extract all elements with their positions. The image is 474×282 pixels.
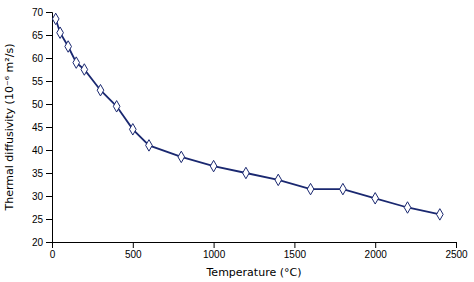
y-axis-tick: 20 xyxy=(32,237,52,248)
y-axis-tick-label: 50 xyxy=(32,99,44,110)
x-axis-tick-mark xyxy=(294,242,295,248)
x-axis-tick-label: 1500 xyxy=(284,249,307,260)
point xyxy=(275,174,282,185)
point xyxy=(129,124,136,135)
y-axis-tick-mark xyxy=(46,58,52,59)
point xyxy=(113,101,120,112)
y-axis-tick-label: 35 xyxy=(32,168,44,179)
point xyxy=(52,13,59,24)
y-axis-tick-label: 55 xyxy=(32,76,44,87)
point xyxy=(404,202,411,213)
x-axis-tick-mark xyxy=(456,242,457,248)
x-axis-tick: 1000 xyxy=(203,242,226,260)
y-axis-tick: 40 xyxy=(32,145,52,156)
y-axis-tick-label: 25 xyxy=(32,214,44,225)
x-axis-tick: 1500 xyxy=(284,242,307,260)
y-axis-tick-mark xyxy=(46,35,52,36)
y-axis-line xyxy=(46,13,53,243)
y-axis-tick: 45 xyxy=(32,122,52,133)
x-axis-title: Temperature (°C) xyxy=(206,266,302,279)
x-axis-line xyxy=(53,243,457,249)
point xyxy=(146,140,153,151)
y-axis-tick-mark xyxy=(46,81,52,82)
y-axis: 20 25 30 35 40 45 50 55 60 65 70 xyxy=(32,7,53,248)
point xyxy=(437,209,444,220)
x-axis-tick-label: 0 xyxy=(50,249,56,260)
y-axis-tick: 50 xyxy=(32,99,52,110)
y-axis-tick: 65 xyxy=(32,30,52,41)
y-axis-tick-label: 70 xyxy=(32,7,44,18)
point xyxy=(73,57,80,68)
point xyxy=(372,193,379,204)
x-axis-tick-label: 1000 xyxy=(203,249,226,260)
point xyxy=(243,167,250,178)
y-axis-tick: 30 xyxy=(32,191,52,202)
x-axis-tick-label: 2500 xyxy=(445,249,468,260)
y-axis-tick-mark xyxy=(46,196,52,197)
y-axis-tick-mark xyxy=(46,242,52,243)
y-axis-tick: 25 xyxy=(32,214,52,225)
y-axis-tick: 70 xyxy=(32,7,52,18)
y-axis-tick-mark xyxy=(46,104,52,105)
y-axis-title: Thermal diffusivity (10⁻⁶ m²/s) xyxy=(3,44,16,212)
y-axis-tick-label: 45 xyxy=(32,122,44,133)
y-axis-tick: 35 xyxy=(32,168,52,179)
y-axis-tick-label: 65 xyxy=(32,30,44,41)
y-axis-tick-label: 60 xyxy=(32,53,44,64)
point xyxy=(340,183,347,194)
x-axis-tick: 0 xyxy=(50,242,56,260)
y-axis-tick-mark xyxy=(46,219,52,220)
x-axis-tick-label: 2000 xyxy=(365,249,388,260)
point xyxy=(65,41,72,52)
y-axis-tick: 55 xyxy=(32,76,52,87)
point xyxy=(97,84,104,95)
x-axis-tick: 2000 xyxy=(365,242,388,260)
y-axis-tick-mark xyxy=(46,173,52,174)
point xyxy=(81,64,88,75)
x-axis-tick: 500 xyxy=(125,242,142,260)
x-axis-tick: 2500 xyxy=(445,242,468,260)
y-axis-tick-label: 40 xyxy=(32,145,44,156)
y-axis-tick-mark xyxy=(46,127,52,128)
line xyxy=(56,19,440,215)
x-axis-tick-mark xyxy=(214,242,215,248)
y-axis-tick-mark xyxy=(46,150,52,151)
chart: 0 500 1000 1500 2000 2500 20 25 30 35 40 45 50 55 60 65… xyxy=(0,0,474,282)
x-axis-tick-mark xyxy=(133,242,134,248)
x-axis-tick-label: 500 xyxy=(125,249,142,260)
x-axis: 0 500 1000 1500 2000 2500 xyxy=(50,242,468,260)
point xyxy=(307,183,314,194)
point xyxy=(57,27,64,38)
y-axis-tick: 60 xyxy=(32,53,52,64)
plot: 0 500 1000 1500 2000 2500 20 25 30 35 40 45 50 55 60 65… xyxy=(32,7,468,260)
point xyxy=(178,151,185,162)
y-axis-tick-label: 30 xyxy=(32,191,44,202)
y-axis-tick-label: 20 xyxy=(32,237,44,248)
marks xyxy=(52,13,443,220)
point xyxy=(210,160,217,171)
y-axis-tick-mark xyxy=(46,12,52,13)
x-axis-tick-mark xyxy=(375,242,376,248)
